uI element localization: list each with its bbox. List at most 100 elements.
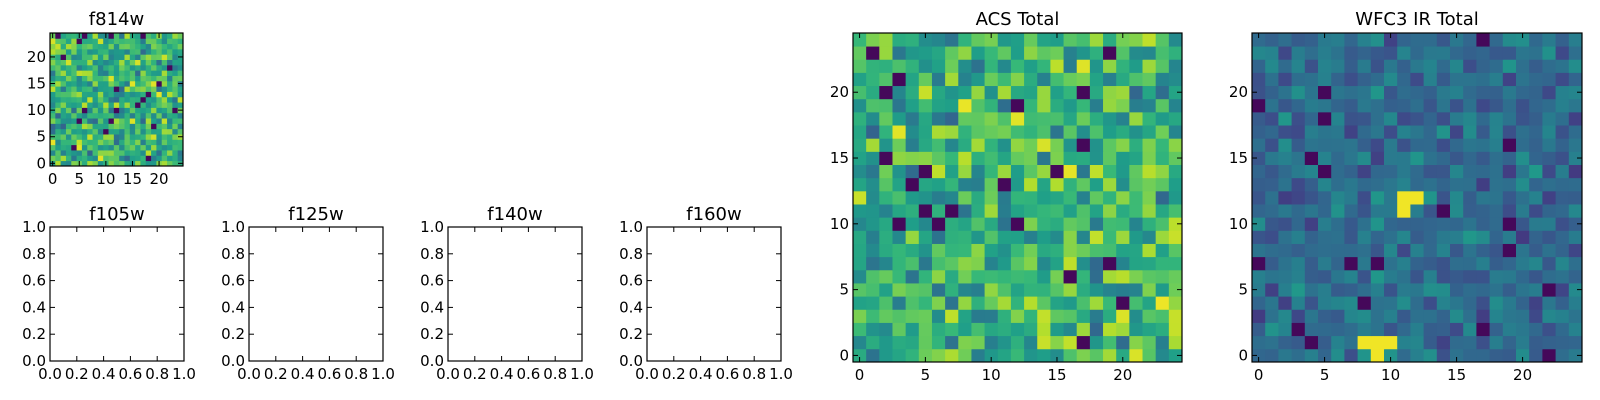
heatmap-cell [1542,335,1556,350]
heatmap-cell [958,151,972,165]
heatmap-cell [1089,348,1104,363]
heatmap-cell [1278,335,1292,350]
heatmap-cell [1397,243,1411,258]
heatmap-cell [971,322,985,337]
heatmap-cell [1103,125,1117,139]
heatmap-cell [60,134,67,140]
heatmap-cell [1423,59,1438,73]
heatmap-cell [161,38,168,45]
heatmap-cell [1050,204,1064,218]
heatmap-cell [60,33,67,39]
heatmap-cell [1037,151,1051,165]
heatmap-cell [1304,256,1319,271]
heatmap-cell [1357,256,1372,271]
heatmap-cell [905,230,920,244]
heatmap-cell [135,160,141,167]
heatmap-cell [1516,151,1530,165]
heatmap-cell [931,322,946,337]
heatmap-cell [71,33,77,39]
heatmap-cell [971,243,985,258]
x-tick-label: 0.0 [635,365,659,383]
heatmap-cell [87,91,93,98]
heatmap-cell [1463,125,1477,139]
heatmap-cell [135,155,141,162]
heatmap-cell [1502,230,1517,244]
heatmap-cell [1410,309,1424,323]
heatmap-cell [140,160,147,167]
heatmap-cell [866,256,880,271]
heatmap-cell [1063,348,1078,363]
heatmap-cell [971,85,985,100]
heatmap-cell [1344,256,1358,271]
heatmap-cell [92,112,99,119]
heatmap-cell [853,335,867,350]
heatmap-cell [1344,151,1358,165]
heatmap-cell [1423,164,1438,179]
heatmap-cell [1024,111,1038,126]
heatmap-cell [1397,283,1411,297]
heatmap-cell [1089,33,1104,47]
heatmap-cell [1397,256,1411,271]
heatmap-cell [1397,46,1411,60]
heatmap-cell [1489,98,1504,113]
heatmap-cell [1450,151,1464,165]
heatmap-cell [853,296,867,310]
heatmap-cell [853,98,867,113]
heatmap-cell [108,107,115,114]
axes-frame [1251,32,1583,363]
heatmap-cell [1476,72,1490,87]
heatmap-cell [945,111,959,126]
heatmap-cell [1291,190,1306,205]
heatmap-cell [87,112,93,119]
heatmap-cell [177,118,184,124]
heatmap-cell [1370,335,1385,350]
heatmap-cell [1397,190,1411,205]
heatmap-cell [167,150,173,156]
heatmap-cell [145,134,152,140]
heatmap-cell [1489,177,1504,192]
heatmap-cell [1252,125,1266,139]
heatmap-cell [1168,138,1183,152]
heatmap-cell [879,322,893,337]
heatmap-cell [108,70,115,76]
heatmap-cell [1450,204,1464,218]
heatmap-cell [129,80,136,87]
heatmap-cell [60,144,67,151]
heatmap-cell [108,54,115,60]
heatmap-cell [1568,125,1583,139]
heatmap-cell [1037,283,1051,297]
heatmap-cell [167,160,173,167]
heatmap-cell [1410,243,1424,258]
heatmap-cell [92,144,99,151]
heatmap-cell [1076,33,1091,47]
heatmap-cell [853,309,867,323]
heatmap-cell [1089,177,1104,192]
heatmap-cell [945,164,959,179]
heatmap-cell [81,144,88,151]
heatmap-cell [65,64,72,71]
heatmap-cell [1155,217,1170,231]
heatmap-cell [1252,335,1266,350]
heatmap-cell [81,123,88,130]
heatmap-cell [161,150,168,156]
heatmap-cell [1344,230,1358,244]
heatmap-cell [1037,98,1051,113]
heatmap-cell [1529,217,1543,231]
heatmap-cell [156,128,163,135]
heatmap-cell [958,348,972,363]
heatmap-cell [140,80,147,87]
heatmap-cell [945,269,959,284]
heatmap-cell [1076,190,1091,205]
heatmap-cell [172,155,179,162]
heatmap-cell [1103,322,1117,337]
x-tick-label: 0.8 [145,365,169,383]
heatmap-cell [1318,33,1332,47]
heatmap-cell [1116,111,1130,126]
heatmap-cell [1129,59,1143,73]
heatmap-cell [108,112,115,119]
heatmap-cell [1370,138,1385,152]
heatmap-cell [76,75,83,82]
heatmap-cell [1063,335,1078,350]
heatmap-cell [971,204,985,218]
